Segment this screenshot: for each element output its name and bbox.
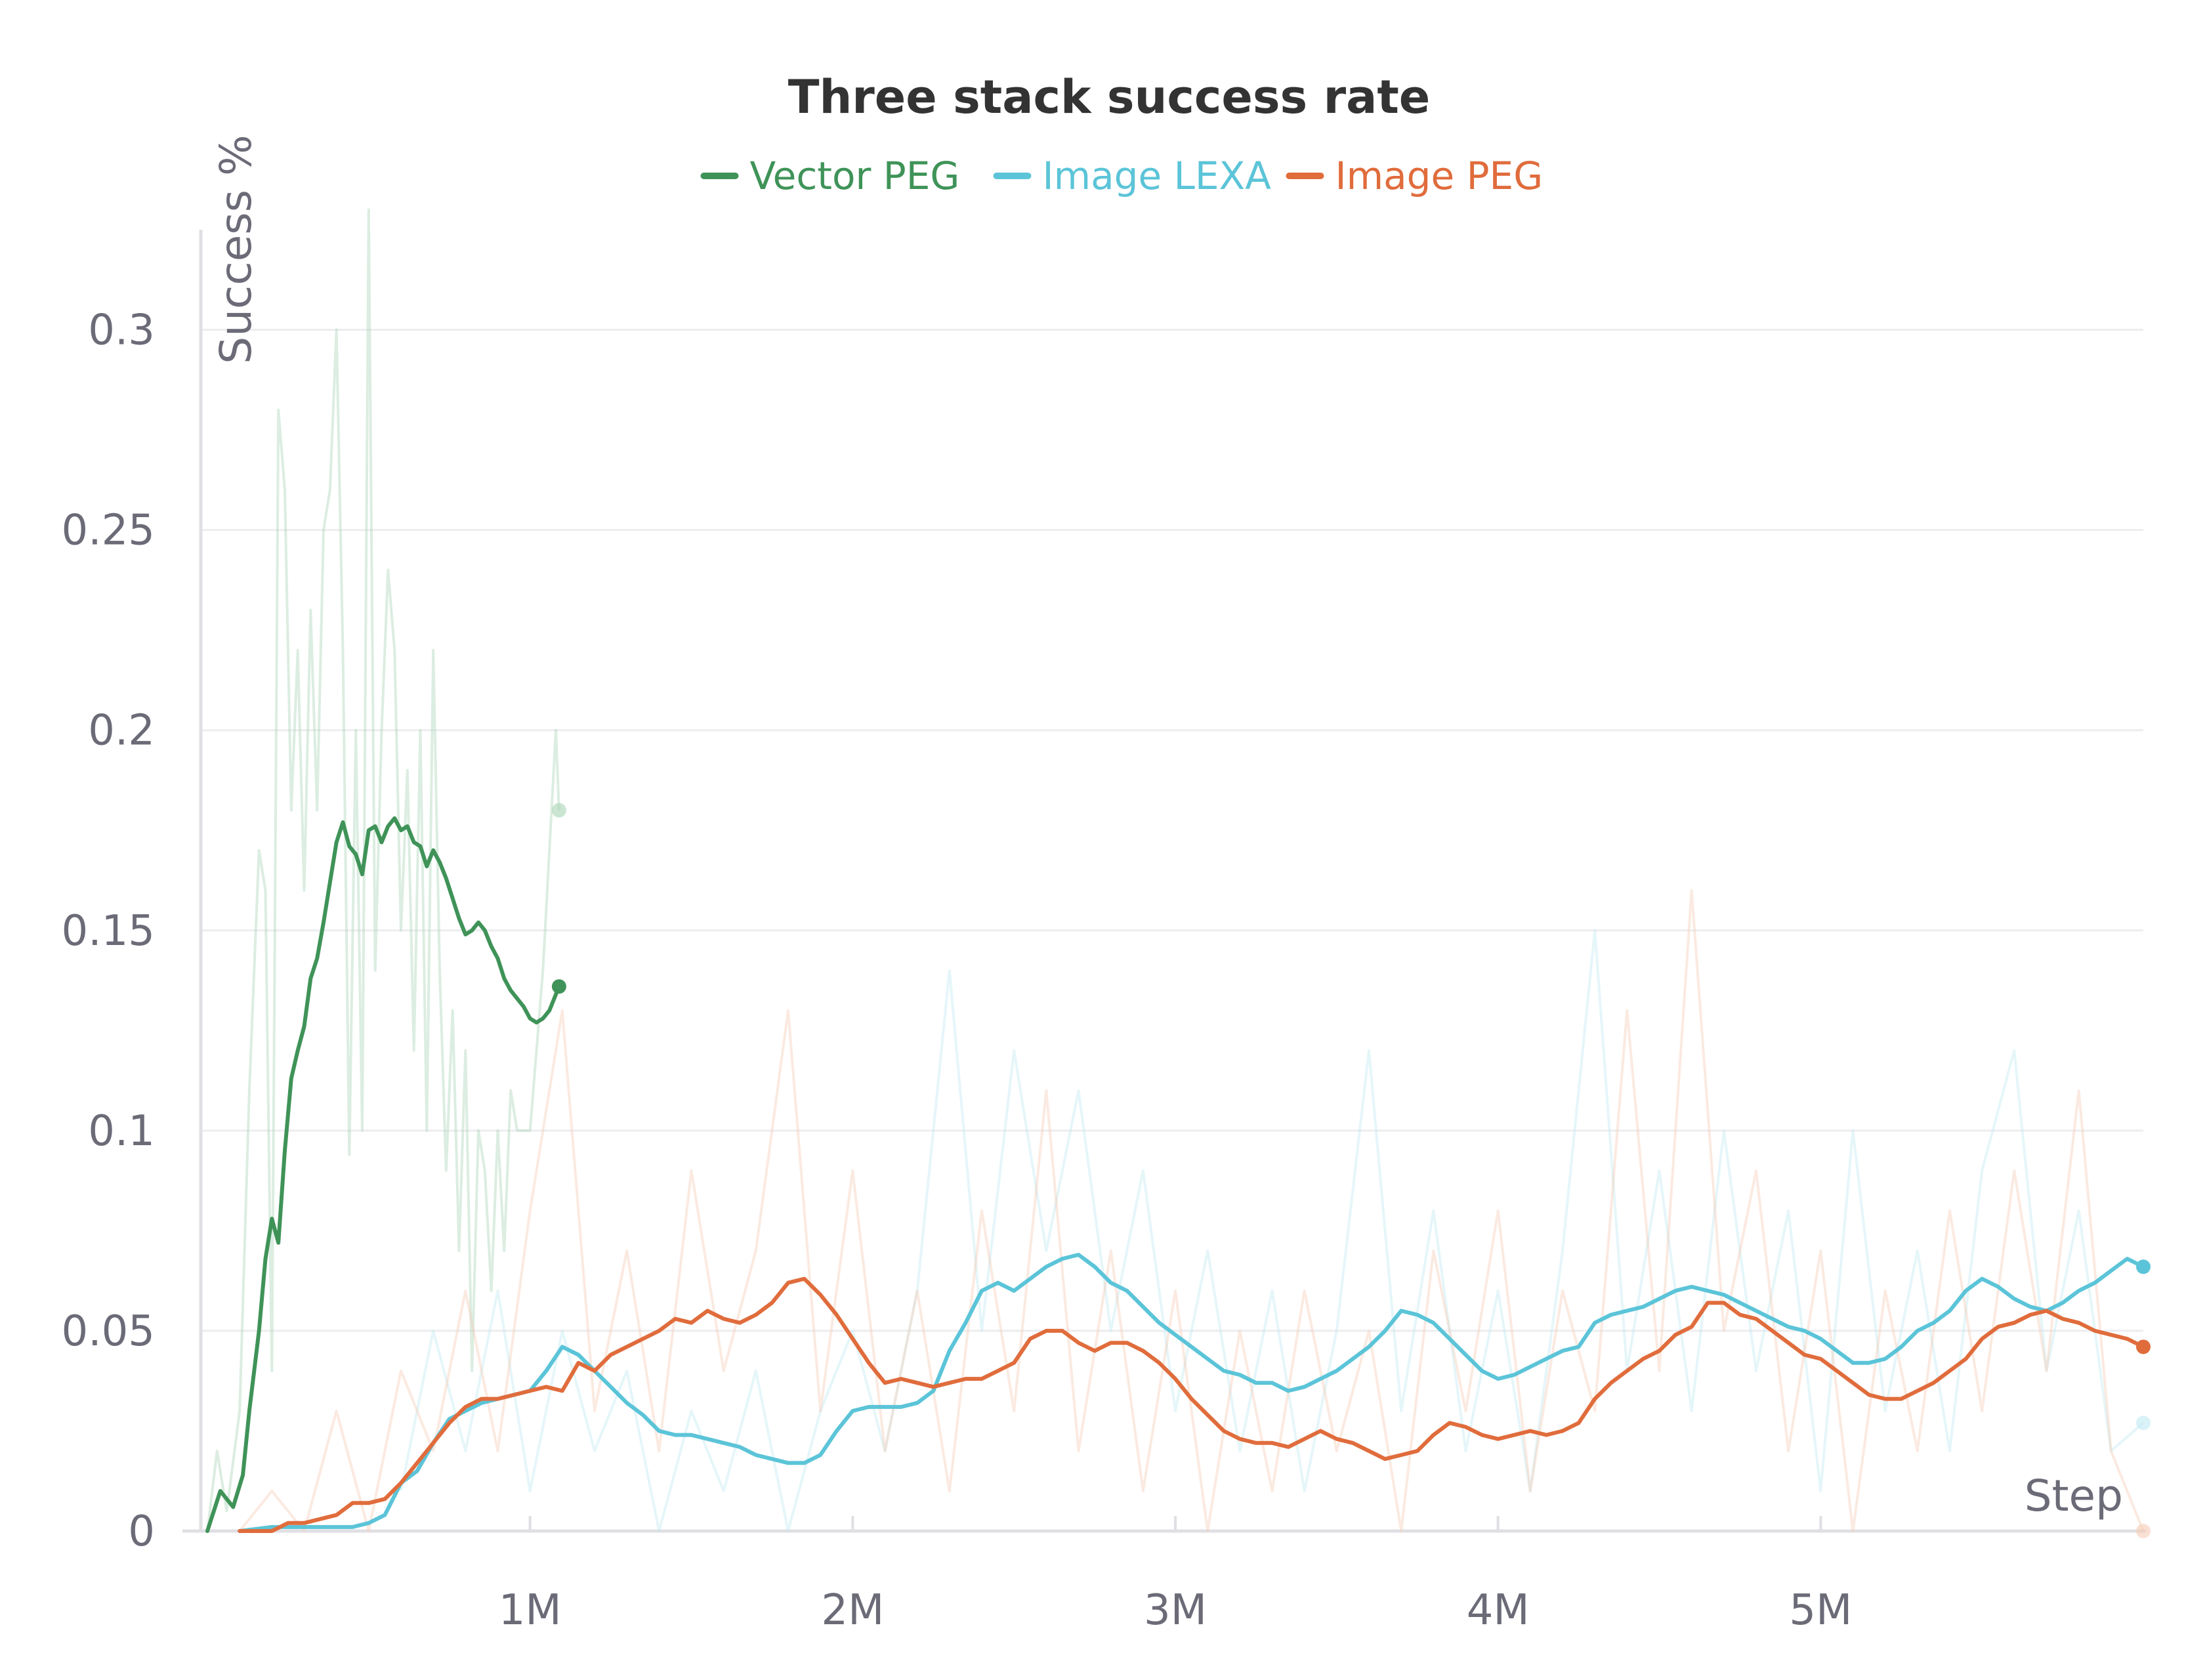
raw-line-image-peg: [238, 889, 2145, 1532]
y-tick-label: 0.3: [88, 306, 155, 355]
legend: Vector PEG Image LEXA Image PEG: [700, 154, 1544, 198]
y-axis-label: Success %: [211, 135, 261, 364]
y-tick-label: 0.1: [88, 1107, 155, 1156]
x-tick-label: 5M: [1789, 1586, 1852, 1635]
raw-end-point-image-lexa: [2136, 1416, 2151, 1431]
y-tick-label: 0: [128, 1507, 155, 1556]
raw-end-point-image-peg: [2136, 1524, 2151, 1538]
y-tick-label: 0.15: [62, 907, 156, 956]
grid-lines: [201, 329, 2143, 1332]
legend-label: Image LEXA: [1043, 154, 1272, 198]
legend-item-vector-peg[interactable]: Vector PEG: [700, 154, 960, 198]
x-tick-label: 1M: [499, 1586, 562, 1635]
x-tick-label: 3M: [1144, 1586, 1207, 1635]
legend-label: Image PEG: [1335, 154, 1544, 198]
raw-end-point-vector-peg: [551, 803, 566, 818]
line-image-peg: [238, 1276, 2145, 1533]
y-tick-label: 0.25: [62, 507, 156, 555]
legend-item-image-peg[interactable]: Image PEG: [1286, 154, 1544, 198]
legend-item-image-lexa[interactable]: Image LEXA: [993, 154, 1272, 198]
line-image-lexa: [238, 1253, 2145, 1533]
raw-series-lines: [206, 208, 2145, 1532]
x-tick-label: 2M: [821, 1586, 884, 1635]
y-tick-label: 0.2: [88, 707, 155, 755]
series-end-markers: [551, 803, 2151, 1538]
x-tick-label: 4M: [1467, 1586, 1530, 1635]
series-lines: [205, 816, 2145, 1533]
end-point-vector-peg: [551, 979, 566, 994]
raw-line-image-lexa: [400, 929, 2145, 1532]
x-axis-ticks: 1M 2M 3M 4M 5M: [499, 1516, 1852, 1635]
chart-title: Three stack success rate: [788, 70, 1431, 124]
end-point-image-peg: [2136, 1339, 2151, 1354]
legend-label: Vector PEG: [750, 154, 960, 198]
raw-line-vector-peg: [206, 208, 560, 1532]
y-axis-ticks: 0 0.05 0.1 0.15 0.2 0.25 0.3: [62, 306, 156, 1556]
end-point-image-lexa: [2136, 1259, 2151, 1274]
x-axis-label: Step: [2025, 1471, 2123, 1521]
y-tick-label: 0.05: [62, 1307, 156, 1356]
line-vector-peg: [205, 816, 561, 1533]
